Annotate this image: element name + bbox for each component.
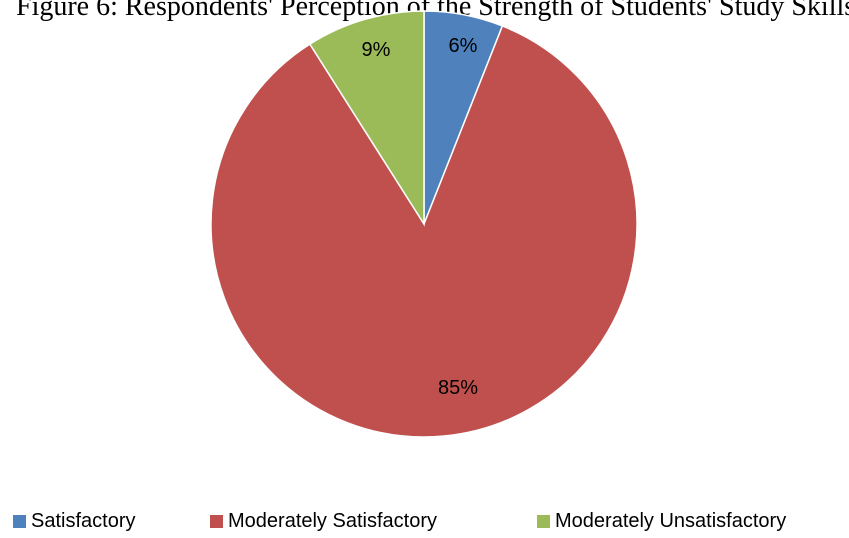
pie-slice-moderately-unsatisfactory — [308, 10, 425, 227]
pie-slices — [210, 10, 638, 438]
legend-swatch-moderately-satisfactory — [210, 515, 223, 528]
legend-item-moderately-unsatisfactory: Moderately Unsatisfactory — [537, 510, 786, 533]
legend-swatch-satisfactory — [13, 515, 26, 528]
legend-item-moderately-satisfactory: Moderately Satisfactory — [210, 510, 437, 533]
data-label-satisfactory: 6% — [449, 35, 478, 57]
pie-data-labels: 6% 85% 9% — [362, 35, 479, 399]
pie-chart: 6% 85% 9% — [210, 10, 638, 438]
legend-label-moderately-unsatisfactory: Moderately Unsatisfactory — [555, 510, 787, 532]
legend-swatch-moderately-unsatisfactory — [537, 515, 550, 528]
legend-item-satisfactory: Satisfactory — [13, 510, 135, 533]
data-label-moderately-unsatisfactory: 9% — [362, 39, 391, 61]
legend-label-moderately-satisfactory: Moderately Satisfactory — [228, 510, 437, 532]
pie-slice-moderately-satisfactory — [210, 24, 638, 438]
data-label-moderately-satisfactory: 85% — [438, 377, 478, 399]
legend-label-satisfactory: Satisfactory — [31, 510, 136, 532]
chart-legend: Satisfactory Moderately Satisfactory Mod… — [0, 510, 849, 538]
